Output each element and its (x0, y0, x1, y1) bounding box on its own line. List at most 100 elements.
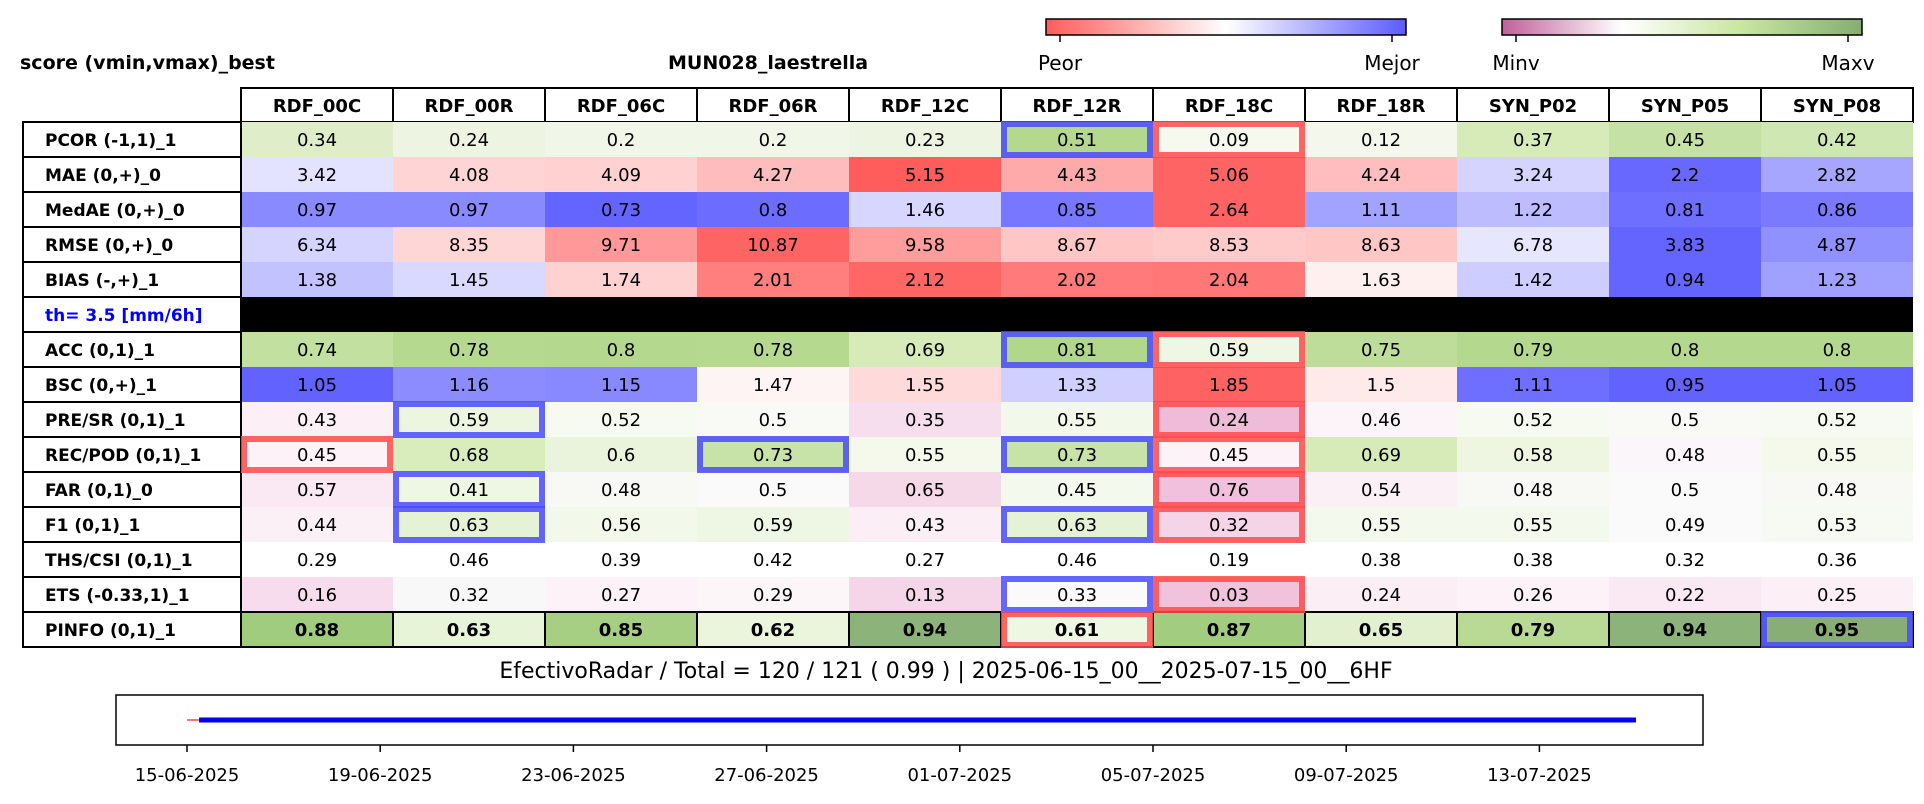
heatmap-cell: 1.05 (241, 367, 393, 402)
heatmap-cell: 0.38 (1457, 542, 1609, 577)
cell-value: 4.09 (601, 165, 641, 186)
row-label-text: PINFO (0,1)_1 (45, 621, 176, 641)
heatmap-cell: 4.24 (1305, 157, 1457, 192)
heatmap-cell: 0.24 (1153, 402, 1305, 437)
timeline-tick-label: 15-06-2025 (135, 765, 240, 786)
cell-value: 0.43 (297, 410, 337, 431)
cell-value: 2.64 (1209, 200, 1249, 221)
cell-value: 0.22 (1665, 585, 1705, 606)
cell-value: 0.37 (1513, 130, 1553, 151)
row-label-text: BSC (0,+)_1 (45, 376, 157, 396)
cell-value: 0.26 (1513, 585, 1553, 606)
heatmap-cell: 0.39 (545, 542, 697, 577)
cell-value: 1.46 (905, 200, 945, 221)
heatmap-cell: 0.48 (1609, 437, 1761, 472)
cell-value: 0.87 (1207, 620, 1251, 641)
heatmap-cell: 0.81 (1609, 192, 1761, 227)
threshold-separator-bar (241, 297, 1913, 332)
cell-value: 1.5 (1367, 375, 1396, 396)
cell-value: 2.01 (753, 270, 793, 291)
heatmap-cell: 10.87 (697, 227, 849, 262)
cell-value: 3.42 (297, 165, 337, 186)
cell-value: 9.71 (601, 235, 641, 256)
row-label-th-3-5-mm-6h: th= 3.5 [mm/6h] (22, 296, 242, 333)
cell-value: 0.13 (905, 585, 945, 606)
cell-value: 0.54 (1361, 480, 1401, 501)
best-score-highlight (1001, 506, 1153, 543)
heatmap-cell: 0.59 (1153, 332, 1305, 367)
heatmap-cell: 4.09 (545, 157, 697, 192)
best-score-highlight (393, 401, 545, 438)
cell-value: 0.36 (1817, 550, 1857, 571)
cell-value: 0.46 (1361, 410, 1401, 431)
cell-value: 0.57 (297, 480, 337, 501)
heatmap-cell: 1.47 (697, 367, 849, 402)
column-header-syn-p02: SYN_P02 (1456, 87, 1610, 123)
cell-value: 8.53 (1209, 235, 1249, 256)
cell-value: 9.58 (905, 235, 945, 256)
cell-value: 1.11 (1361, 200, 1401, 221)
heatmap-cell: 0.8 (697, 192, 849, 227)
timeline-tick: 13-07-2025 (1487, 745, 1592, 786)
heatmap-cell: 0.42 (1761, 122, 1913, 157)
cell-value: 0.42 (1817, 130, 1857, 151)
cell-value: 0.16 (297, 585, 337, 606)
heatmap-cell: 1.85 (1153, 367, 1305, 402)
heatmap-cell: 0.69 (849, 332, 1001, 367)
cell-value: 0.46 (449, 550, 489, 571)
cell-value: 0.03 (1209, 585, 1249, 606)
cell-value: 0.88 (295, 620, 339, 641)
heatmap-cell: 2.12 (849, 262, 1001, 297)
heatmap-cell: 0.76 (1153, 472, 1305, 507)
cell-value: 0.73 (753, 445, 793, 466)
colorbar-peor-mejor: Peor Mejor (1038, 18, 1421, 75)
worst-score-highlight (1153, 436, 1305, 473)
cell-value: 4.27 (753, 165, 793, 186)
cell-value: 0.69 (1361, 445, 1401, 466)
best-score-highlight (1001, 331, 1153, 368)
heatmap-cell: 3.83 (1609, 227, 1761, 262)
row-label-text: ETS (-0.33,1)_1 (45, 586, 190, 606)
colorbar-peor-label: Peor (1038, 51, 1083, 75)
cell-value: 0.53 (1817, 515, 1857, 536)
worst-score-highlight (1001, 611, 1153, 648)
cell-value: 0.94 (1665, 270, 1705, 291)
row-label-text: REC/POD (0,1)_1 (45, 446, 201, 466)
heatmap-cell: 0.73 (545, 192, 697, 227)
cell-value: 1.42 (1513, 270, 1553, 291)
timeline-tick-label: 27-06-2025 (714, 765, 819, 786)
cell-value: 0.52 (1513, 410, 1553, 431)
row-label-ets-0-33-1-1: ETS (-0.33,1)_1 (22, 576, 242, 613)
timeline-tick: 23-06-2025 (521, 745, 626, 786)
cell-value: 0.8 (1823, 340, 1852, 361)
timeline-tick: 27-06-2025 (714, 745, 819, 786)
heatmap-cell: 0.79 (1456, 611, 1610, 648)
column-header-label: RDF_12C (881, 96, 969, 117)
row-label-text: ACC (0,1)_1 (45, 341, 155, 361)
heatmap-cell: 0.53 (1761, 507, 1913, 542)
cell-value: 1.23 (1817, 270, 1857, 291)
cell-value: 6.78 (1513, 235, 1553, 256)
column-header-label: SYN_P08 (1793, 96, 1881, 117)
cell-value: 1.11 (1513, 375, 1553, 396)
heatmap-cell: 0.78 (697, 332, 849, 367)
timeline-tick-label: 05-07-2025 (1101, 765, 1206, 786)
cell-value: 0.63 (449, 515, 489, 536)
heatmap-cell: 0.59 (697, 507, 849, 542)
timeline-tick-label: 13-07-2025 (1487, 765, 1592, 786)
worst-score-highlight (1153, 401, 1305, 438)
cell-value: 2.2 (1671, 165, 1700, 186)
heatmap-cell: 4.27 (697, 157, 849, 192)
cell-value: 0.97 (449, 200, 489, 221)
cell-value: 0.78 (449, 340, 489, 361)
best-score-highlight (1001, 576, 1153, 613)
cell-value: 0.2 (607, 130, 636, 151)
heatmap-cell: 8.67 (1001, 227, 1153, 262)
heatmap-cell: 0.38 (1305, 542, 1457, 577)
heatmap-cell: 0.48 (545, 472, 697, 507)
cell-value: 1.05 (1817, 375, 1857, 396)
column-header-rdf-18c: RDF_18C (1152, 87, 1306, 123)
heatmap-cell: 0.88 (240, 611, 394, 648)
timeline-tick: 05-07-2025 (1101, 745, 1206, 786)
cell-value: 0.8 (1671, 340, 1700, 361)
